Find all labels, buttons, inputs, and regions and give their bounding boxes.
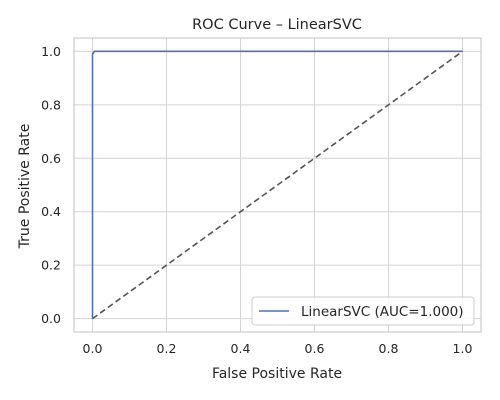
- plot-frame: [73, 37, 482, 333]
- random-baseline-line: [92, 50, 463, 320]
- legend-label-linearsvc: LinearSVC (AUC=1.000): [301, 304, 464, 320]
- roc-curve-line: [91, 50, 463, 319]
- x-tick-label: 0.8: [379, 341, 399, 356]
- x-tick-label: 0.6: [305, 341, 325, 356]
- legend: LinearSVC (AUC=1.000): [251, 296, 475, 326]
- plot-series: [91, 50, 463, 320]
- y-tick-label: 0.2: [41, 258, 61, 273]
- y-tick-label: 0.0: [41, 311, 61, 326]
- tick-labels: 0.0 0.2 0.4 0.6 0.8 1.0 0.0 0.2 0.4 0.6 0.8 1.0: [41, 44, 472, 356]
- chart-title: ROC Curve – LinearSVC: [192, 17, 362, 33]
- x-tick-label: 0.4: [231, 341, 251, 356]
- x-tick-label: 0.0: [83, 341, 103, 356]
- axes-frame: [73, 37, 482, 333]
- x-tick-label: 0.2: [157, 341, 177, 356]
- x-axis-label: False Positive Rate: [212, 366, 342, 382]
- y-tick-label: 0.8: [41, 97, 61, 112]
- legend-box: [251, 296, 475, 326]
- x-tick-label: 1.0: [453, 341, 473, 356]
- y-tick-label: 1.0: [41, 44, 61, 59]
- y-tick-label: 0.4: [41, 204, 61, 219]
- y-axis-label: True Positive Rate: [17, 124, 33, 250]
- y-tick-label: 0.6: [41, 151, 61, 166]
